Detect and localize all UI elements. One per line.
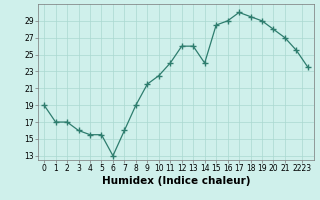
- X-axis label: Humidex (Indice chaleur): Humidex (Indice chaleur): [102, 176, 250, 186]
